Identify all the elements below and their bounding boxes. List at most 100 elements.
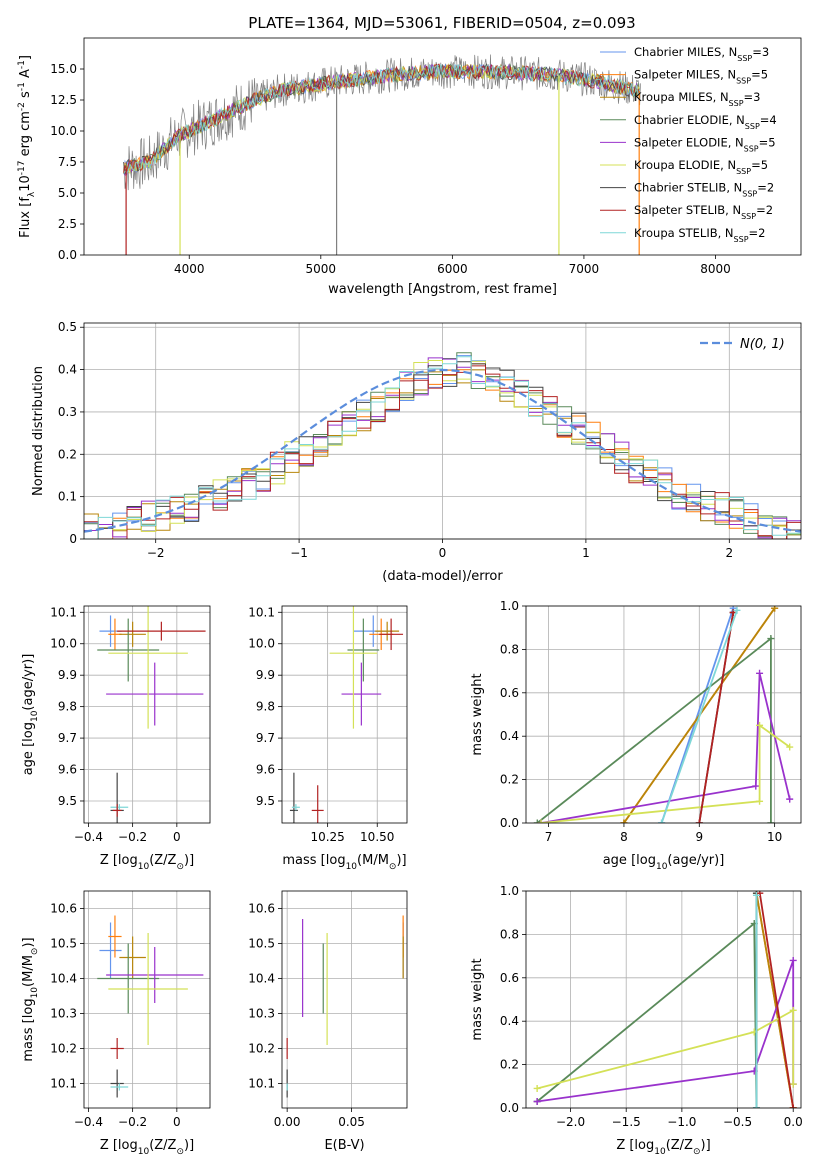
y-tick-label: 10.3 — [248, 1007, 275, 1021]
y-tick-label: 0.8 — [500, 642, 519, 656]
plot-area — [97, 915, 204, 1098]
y-axis-label: age [log10(age/yr)] — [21, 654, 40, 776]
axes-frame — [83, 890, 211, 1109]
x-tick-label: 10.25 — [310, 830, 344, 844]
legend-label: Salpeter STELIB, NSSP=2 — [634, 203, 773, 221]
x-tick-label: −2.0 — [556, 1115, 585, 1129]
y-tick-label: 10.0 — [50, 124, 77, 138]
y-tick-label: 10.1 — [248, 605, 275, 619]
y-tick-label: 0.2 — [58, 447, 77, 461]
y-tick-label: 10.0 — [50, 637, 77, 651]
y-tick-label: 1.0 — [500, 884, 519, 898]
panel-residuals: −2 −1 0 1 2 0 0.1 0.2 0.3 0.4 0.5 (data-model)/erro… — [31, 320, 802, 584]
x-tick-label: −0.4 — [74, 1115, 103, 1129]
y-tick-label: 2.5 — [58, 217, 77, 231]
plus-marker — [771, 606, 779, 612]
x-tick-label: −0.2 — [118, 830, 147, 844]
y-tick-label: 9.5 — [256, 794, 275, 808]
plus-marker — [789, 956, 797, 964]
plus-marker — [695, 819, 703, 823]
y-axis-label: Normed distribution — [31, 366, 46, 496]
plus-marker — [733, 606, 741, 614]
plus-marker — [756, 721, 764, 729]
y-axis-label: mass weight — [470, 958, 485, 1040]
y-tick-label: 10.1 — [50, 1077, 77, 1091]
x-tick-label: 4000 — [174, 262, 205, 276]
errorbar-point — [379, 618, 404, 651]
errorbar-point — [99, 922, 122, 979]
legend-label: Chabrier MILES, NSSP=3 — [634, 45, 769, 63]
panels: 4000 5000 6000 7000 80000.02.55.07.510.012.5… — [17, 37, 803, 1157]
x-tick-label: 8 — [620, 830, 628, 844]
y-axis-label: Flux [fλ10-17 erg cm-2 s-1 A-1] — [17, 55, 37, 238]
x-axis-label: Z [log10(Z/Z⊙)] — [616, 1138, 710, 1157]
x-axis-label: mass [log10(M/M⊙)] — [282, 853, 406, 872]
y-tick-label: 10.2 — [248, 1042, 275, 1056]
plot-area — [286, 915, 404, 1098]
x-axis-label: age [log10(age/yr)] — [603, 853, 725, 872]
y-tick-label: 0.0 — [500, 1101, 519, 1115]
x-axis-label: E(B-V) — [324, 1138, 364, 1153]
x-tick-label: 0.05 — [338, 1115, 365, 1129]
spectrum-model-chabrier-stelib — [123, 63, 641, 175]
histogram-kroupa-stelib — [84, 356, 801, 539]
errorbar-point — [97, 943, 160, 1014]
plus-marker — [752, 782, 760, 790]
axes-frame — [525, 890, 802, 1109]
y-tick-label: 9.8 — [58, 700, 77, 714]
errorbar-point — [106, 947, 204, 1003]
x-tick-label: 7 — [545, 830, 553, 844]
y-tick-label: 9.7 — [58, 731, 77, 745]
spectrum-model-chabrier-miles — [123, 64, 641, 173]
weight-line-kroupa-elodie — [536, 1008, 795, 1090]
errorbar-point — [106, 662, 204, 726]
plus-marker — [786, 795, 794, 803]
errorbar-point — [347, 618, 380, 682]
plot-area — [289, 606, 404, 823]
axes-frame — [83, 605, 211, 824]
x-tick-label: −0.4 — [74, 830, 103, 844]
x-tick-label: −1.0 — [667, 1115, 696, 1129]
x-tick-label: 0 — [173, 830, 181, 844]
y-tick-label: 0.5 — [58, 320, 77, 334]
y-tick-label: 1.0 — [500, 599, 519, 613]
legend: Chabrier MILES, NSSP=3 Salpeter MILES, NS… — [600, 45, 777, 243]
y-tick-label: 0.6 — [500, 971, 519, 985]
errorbar-point — [108, 933, 188, 1045]
y-tick-label: 0.2 — [500, 1058, 519, 1072]
plus-marker — [752, 1104, 760, 1108]
weight-line-salpeter-stelib — [698, 612, 735, 823]
x-tick-label: −1 — [290, 546, 308, 560]
errorbar-point — [311, 785, 324, 823]
y-tick-label: 15.0 — [50, 62, 77, 76]
legend-label: N(0, 1) — [740, 337, 785, 352]
axes-frame — [281, 605, 408, 824]
panel-age-vs-Z: −0.4 −0.2 0 9.5 9.6 9.7 9.8 9.9 10.0 10.1 Z [log10… — [21, 605, 211, 872]
plus-marker — [533, 1097, 541, 1105]
y-tick-label: 10.6 — [50, 902, 77, 916]
y-tick-label: 0.0 — [500, 816, 519, 830]
axes-frame — [83, 37, 802, 256]
x-tick-label: 0 — [439, 546, 447, 560]
errorbar-point — [110, 1083, 129, 1091]
weight-line-kroupa-stelib — [660, 609, 738, 823]
x-axis-label: Z [log10(Z/Z⊙)] — [100, 1138, 194, 1157]
errorbar-point — [110, 1038, 124, 1059]
y-tick-label: 0.3 — [58, 405, 77, 419]
x-tick-label: 0.00 — [274, 1115, 301, 1129]
x-tick-label: 2 — [725, 546, 733, 560]
plus-marker — [767, 819, 775, 823]
errorbar-point — [108, 915, 122, 958]
axes-frame — [83, 322, 802, 540]
errorbar-point — [341, 662, 382, 726]
y-tick-label: 9.9 — [256, 668, 275, 682]
x-tick-label: 7000 — [569, 262, 600, 276]
y-tick-label: 0.1 — [58, 490, 77, 504]
legend-label: Kroupa ELODIE, NSSP=5 — [634, 158, 768, 176]
y-tick-label: 10.0 — [248, 637, 275, 651]
errorbar-point — [117, 621, 206, 641]
y-tick-label: 9.6 — [58, 763, 77, 777]
x-tick-label: −0.5 — [723, 1115, 752, 1129]
x-tick-label: 1 — [582, 546, 590, 560]
